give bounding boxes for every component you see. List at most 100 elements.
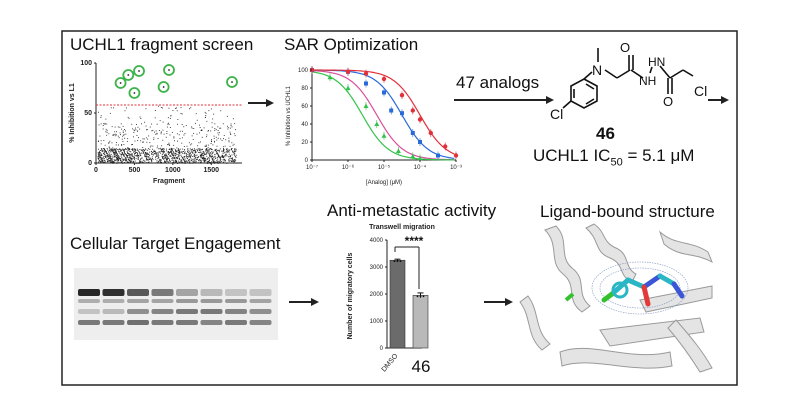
screen-point xyxy=(146,155,147,157)
blot-band xyxy=(225,289,247,296)
migration-bar-chart: 0 1000 2000 3000 4000 Transwell migration Nu… xyxy=(347,224,435,376)
screen-point xyxy=(110,155,111,157)
screen-point xyxy=(221,161,223,162)
atom-n: N xyxy=(592,62,603,78)
screen-point xyxy=(151,123,152,125)
screen-point xyxy=(219,148,221,150)
screen-point xyxy=(100,140,102,142)
screen-point xyxy=(139,153,141,154)
screen-point xyxy=(209,152,211,154)
screen-point xyxy=(142,159,144,161)
screen-point xyxy=(162,157,163,159)
screen-point xyxy=(105,151,106,153)
screen-point xyxy=(100,158,101,160)
screen-point xyxy=(178,152,179,154)
screen-point xyxy=(208,149,210,151)
screen-point xyxy=(160,133,162,135)
screen-point xyxy=(109,146,110,148)
screen-point xyxy=(205,115,207,116)
screen-point xyxy=(102,150,104,152)
screen-point xyxy=(209,153,210,155)
screen-y-tick-label: 0 xyxy=(88,160,92,167)
screen-point xyxy=(129,151,131,152)
screen-point xyxy=(116,159,117,161)
screen-point xyxy=(136,156,138,158)
screen-point xyxy=(163,151,164,153)
screen-point xyxy=(121,161,123,163)
screen-point xyxy=(226,150,228,152)
screen-point xyxy=(119,158,121,160)
screen-point xyxy=(135,152,137,153)
carbonyl-ch2-bond xyxy=(669,69,684,79)
screen-point xyxy=(142,161,144,163)
screen-point xyxy=(233,143,235,145)
screen-point xyxy=(97,153,99,155)
screen-point xyxy=(151,156,153,158)
screen-point xyxy=(170,155,172,157)
screen-point xyxy=(158,160,160,162)
screen-point xyxy=(169,154,171,156)
screen-point xyxy=(109,140,111,142)
screen-point xyxy=(234,159,236,160)
screen-point xyxy=(106,156,108,158)
screen-point xyxy=(173,144,175,146)
screen-point xyxy=(219,162,220,163)
blot-band xyxy=(249,289,272,296)
screen-point xyxy=(160,160,162,162)
screen-point xyxy=(210,163,211,164)
screen-point xyxy=(124,149,125,150)
screen-point xyxy=(181,160,182,162)
screen-point xyxy=(172,151,174,152)
screen-point xyxy=(125,158,126,160)
screen-point xyxy=(222,123,224,125)
arrow-head-1 xyxy=(266,99,274,107)
screen-point xyxy=(116,154,118,155)
screen-point xyxy=(171,158,173,159)
screen-point xyxy=(230,149,232,150)
screen-point xyxy=(113,154,115,156)
screen-point xyxy=(107,159,109,161)
screen-point xyxy=(192,152,194,154)
screen-point xyxy=(218,134,220,136)
screen-point xyxy=(152,129,154,131)
screen-point xyxy=(226,163,228,164)
screen-point xyxy=(232,151,234,153)
screen-point xyxy=(101,149,103,151)
screen-point xyxy=(152,151,154,153)
screen-point xyxy=(128,158,129,160)
screen-point xyxy=(124,159,126,161)
screen-point xyxy=(100,161,101,163)
screen-point xyxy=(188,153,190,154)
screen-point xyxy=(161,151,163,153)
screen-point xyxy=(166,150,167,152)
screen-point xyxy=(231,126,233,128)
screen-point xyxy=(120,154,122,156)
screen-point xyxy=(126,151,128,153)
screen-hit-circle xyxy=(226,76,238,88)
sar-y-tick-label: 20 xyxy=(301,140,308,146)
screen-point xyxy=(140,155,141,156)
screen-point xyxy=(200,156,202,158)
screen-point xyxy=(131,160,132,162)
screen-point xyxy=(115,157,117,158)
screen-point xyxy=(224,152,226,154)
screen-point xyxy=(104,158,105,160)
screen-point xyxy=(156,133,158,135)
screen-point xyxy=(126,161,128,163)
screen-point xyxy=(134,150,136,152)
screen-point xyxy=(101,160,103,162)
screen-point xyxy=(163,149,165,151)
screen-point xyxy=(116,148,118,150)
screen-point xyxy=(163,158,165,160)
screen-point xyxy=(197,157,199,159)
screen-point xyxy=(118,158,120,160)
sar-y-tick-label: 100 xyxy=(298,68,309,74)
screen-point xyxy=(168,142,170,144)
screen-point xyxy=(147,156,149,158)
screen-point xyxy=(230,133,231,135)
screen-point xyxy=(228,137,230,139)
screen-point xyxy=(216,152,218,153)
screen-point xyxy=(230,134,232,135)
screen-point xyxy=(169,127,171,128)
screen-point xyxy=(204,152,205,154)
